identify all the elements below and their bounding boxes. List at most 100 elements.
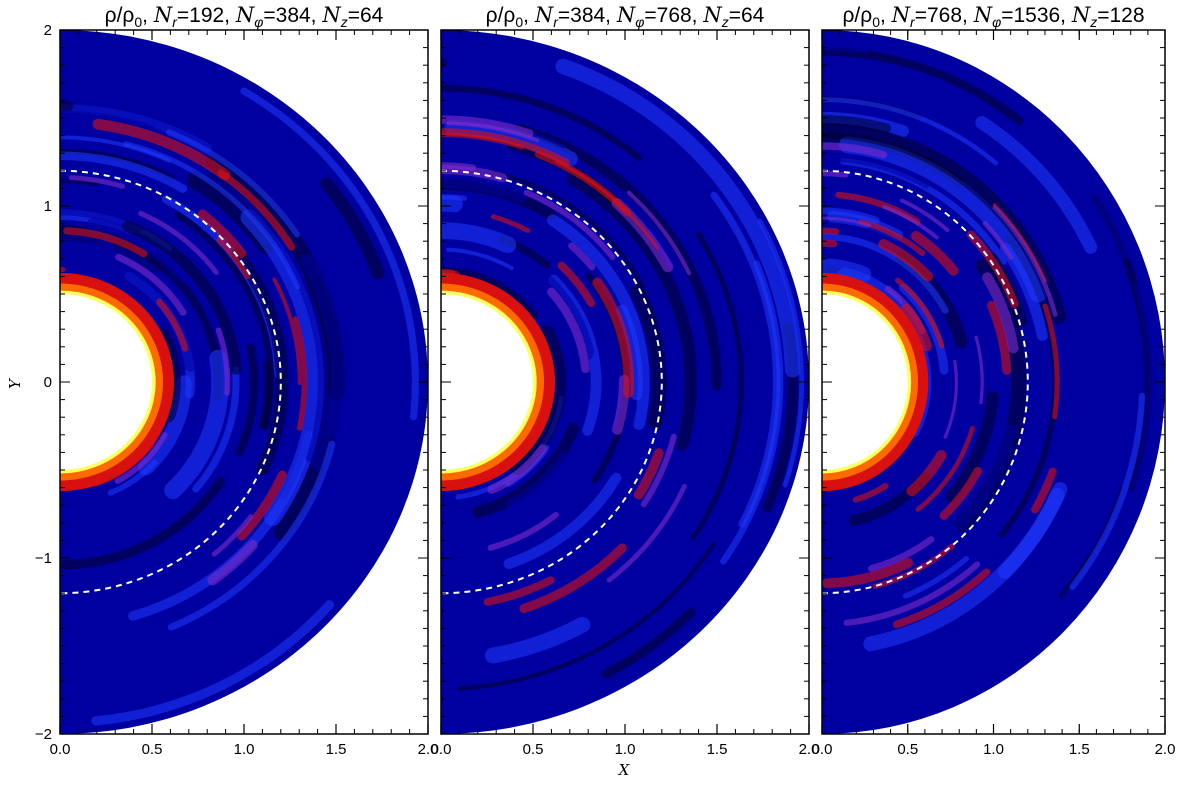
density-band xyxy=(1048,139,1132,260)
x-tick-label: 1.5 xyxy=(326,741,347,758)
density-band xyxy=(710,191,781,528)
density-filament xyxy=(483,576,555,606)
density-band xyxy=(441,173,528,203)
density-band xyxy=(122,220,242,375)
density-filament xyxy=(882,204,939,240)
density-band xyxy=(60,233,115,259)
density-filament xyxy=(63,227,148,258)
density-filament xyxy=(491,214,531,234)
density-band xyxy=(948,338,1034,554)
density-band xyxy=(320,177,385,280)
density-band xyxy=(1081,298,1139,556)
density-filament xyxy=(568,242,596,271)
density-band xyxy=(60,99,218,157)
density-filament xyxy=(523,189,616,261)
density-filament xyxy=(633,448,664,500)
density-band xyxy=(441,136,542,170)
density-filament xyxy=(982,221,1014,260)
density-filament xyxy=(901,303,932,352)
density-filament xyxy=(982,272,1019,354)
density-filament xyxy=(441,115,534,138)
density-filament xyxy=(557,261,596,308)
y-axis-label: Y xyxy=(6,377,24,389)
inner-boundary xyxy=(60,294,152,470)
density-band xyxy=(513,123,722,391)
panel-1: 0.0 0.5 1.0 1.5 2.0 −2 −1 0 1 2 ρ/ρ0, Nr=192, Nφ=3… xyxy=(35,3,439,758)
x-tick-label: 2.0 xyxy=(1155,741,1176,758)
density-band xyxy=(964,470,1037,565)
density-filament xyxy=(822,142,888,159)
density-filament xyxy=(986,300,1012,375)
density-band xyxy=(902,555,969,599)
density-band xyxy=(1028,283,1106,571)
density-band xyxy=(91,600,335,726)
density-band xyxy=(567,172,698,451)
density-band xyxy=(690,231,744,541)
density-band xyxy=(258,359,273,430)
density-band xyxy=(547,214,650,430)
density-band xyxy=(60,476,226,570)
density-band xyxy=(444,119,578,167)
density-filament xyxy=(966,230,1019,309)
density-filament xyxy=(68,175,126,189)
panel-title: ρ/ρ0, Nr=384, Nφ=768, Nz=64 xyxy=(486,3,765,30)
panel-3: 0.0 0.5 1.0 1.5 2.0 ρ/ρ0, Nr=768, Nφ=1536, Nz… xyxy=(812,3,1176,758)
density-band xyxy=(487,169,645,289)
density-filament xyxy=(868,536,935,572)
density-band xyxy=(925,303,954,412)
density-band xyxy=(997,482,1068,579)
panels: 0.0 0.5 1.0 1.5 2.0 −2 −1 0 1 2 ρ/ρ0, Nr=192, Nφ=3… xyxy=(35,3,1176,758)
density-filament xyxy=(878,239,933,282)
density-filament xyxy=(906,449,947,497)
density-filament xyxy=(592,277,634,398)
x-axis-label: X xyxy=(618,761,631,779)
density-filament xyxy=(852,483,889,503)
density-band xyxy=(945,391,999,504)
density-band xyxy=(608,403,638,476)
inner-boundary xyxy=(822,294,908,470)
density-band xyxy=(822,155,930,189)
density-filament xyxy=(822,227,840,235)
y-tick-label: −1 xyxy=(35,550,52,567)
density-band xyxy=(555,58,801,378)
density-band xyxy=(670,137,793,454)
density-band xyxy=(1128,280,1162,504)
density-filament xyxy=(939,466,982,520)
density-band xyxy=(822,207,880,224)
density-band xyxy=(822,97,999,166)
density-band xyxy=(983,322,1042,531)
x-tick-label: 2.0 xyxy=(418,741,439,758)
density-band xyxy=(867,224,978,343)
density-band xyxy=(484,616,591,664)
density-band xyxy=(123,141,301,290)
density-band xyxy=(231,386,373,629)
density-filament xyxy=(441,164,508,183)
density-band xyxy=(441,249,509,271)
density-band xyxy=(601,608,696,679)
density-filament xyxy=(156,298,189,352)
panel-title: ρ/ρ0, Nr=768, Nφ=1536, Nz=128 xyxy=(842,3,1144,30)
inner-boundary xyxy=(441,294,533,470)
density-filament xyxy=(114,432,168,484)
x-tick-label: 0.0 xyxy=(812,741,833,758)
density-filament xyxy=(822,557,914,589)
density-band xyxy=(231,247,289,476)
density-band xyxy=(505,451,569,509)
density-filament xyxy=(822,170,849,178)
dashed-circle xyxy=(822,169,1029,595)
density-filament xyxy=(487,511,559,551)
y-tick-label: 0 xyxy=(44,374,52,391)
density-filament xyxy=(216,237,251,280)
density-band xyxy=(240,87,419,421)
density-filament xyxy=(606,483,687,583)
density-band xyxy=(626,371,702,554)
density-band xyxy=(441,256,556,325)
density-band xyxy=(822,47,1024,126)
density-filament xyxy=(626,190,692,276)
density-filament xyxy=(92,118,231,181)
density-filament xyxy=(892,568,991,629)
density-filament xyxy=(237,470,287,541)
density-map xyxy=(60,30,428,734)
density-band xyxy=(822,239,938,306)
